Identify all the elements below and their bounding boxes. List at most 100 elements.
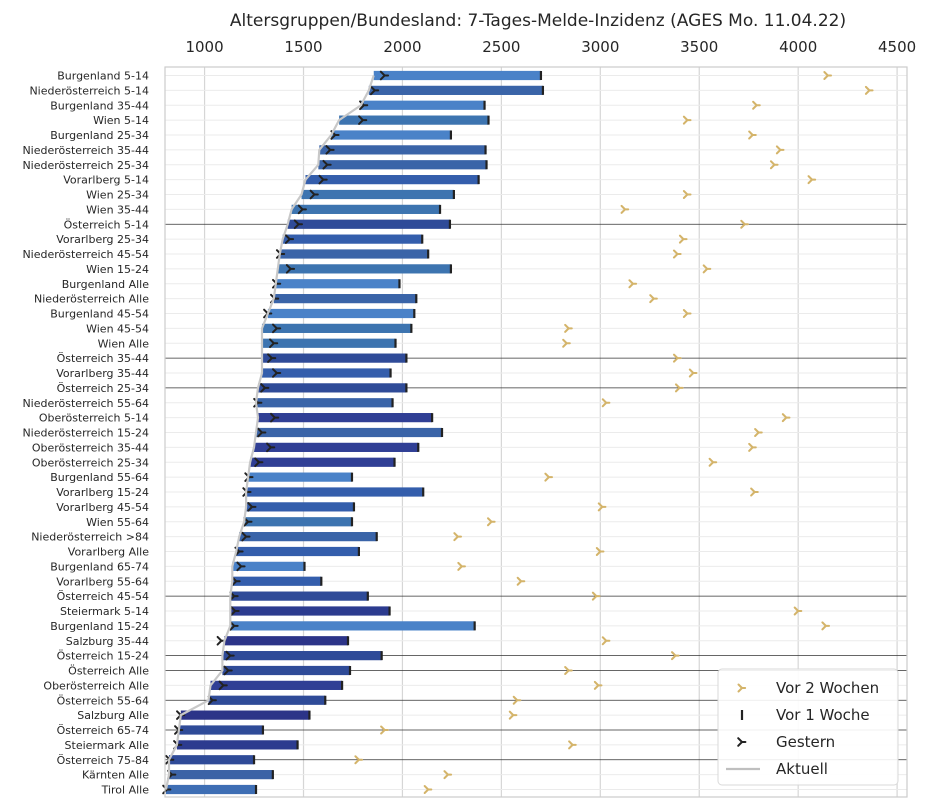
y-tick-label: Niederösterreich 5-14 (29, 84, 149, 97)
vor2-marker (793, 606, 803, 616)
legend-label: Vor 2 Wochen (776, 679, 879, 697)
bar (180, 710, 310, 720)
vor2-marker (508, 710, 518, 720)
bar (224, 636, 349, 646)
y-tick-label: Niederösterreich >84 (31, 531, 149, 544)
y-tick-label: Burgenland 45-54 (50, 308, 149, 321)
vor2-marker (672, 249, 682, 259)
y-tick-label: Niederösterreich 15-24 (22, 427, 149, 440)
bar (222, 651, 382, 661)
bar (210, 680, 343, 690)
vor2-marker (354, 755, 364, 765)
legend-box (717, 668, 899, 786)
vor2-marker (748, 442, 757, 452)
bar (282, 234, 423, 244)
vor2-marker (678, 234, 688, 244)
bar (236, 546, 359, 557)
y-tick-label: Oberösterreich 5-14 (39, 412, 149, 425)
y-tick-label: Steiermark 5-14 (60, 605, 149, 618)
y-tick-label: Österreich 55-64 (57, 694, 149, 707)
vor2-marker (821, 621, 831, 631)
y-tick-label: Oberösterreich 25-34 (32, 456, 149, 469)
gestern-marker (293, 219, 303, 230)
vor2-marker (807, 175, 817, 185)
vor2-marker (682, 190, 692, 199)
bar (256, 398, 393, 408)
vor2-marker (775, 145, 785, 155)
y-tick-label: Wien 35-44 (86, 203, 149, 216)
bar (230, 621, 475, 631)
y-tick-label: Wien 45-54 (86, 322, 149, 335)
gestern-marker (223, 665, 233, 676)
bar (230, 606, 390, 616)
vor2-marker (443, 770, 453, 780)
gestern-marker (254, 457, 264, 468)
y-tick-label: Wien 5-14 (93, 114, 149, 127)
gestern-marker (284, 234, 295, 244)
legend-symbol (737, 737, 747, 747)
bar (232, 576, 322, 586)
y-tick-label: Wien Alle (98, 337, 150, 350)
vor2-marker (591, 591, 601, 601)
vor2-marker (486, 517, 496, 527)
bar (168, 770, 273, 780)
vor2-marker (864, 85, 874, 95)
bar (339, 115, 489, 125)
bar (305, 175, 479, 185)
gestern-marker (369, 85, 380, 96)
y-tick-label: Vorarlberg Alle (68, 546, 149, 559)
vor2-marker (601, 398, 611, 408)
vor2-marker (823, 71, 833, 80)
bar (368, 85, 543, 95)
chart-title: Altersgruppen/Bundesland: 7-Tages-Melde-… (230, 11, 846, 31)
bar (176, 740, 298, 750)
y-tick-label: Burgenland Alle (62, 278, 149, 291)
bar (256, 427, 443, 438)
vor2-marker (672, 353, 682, 363)
bar (287, 219, 450, 229)
vor2-marker (564, 323, 573, 333)
vor2-marker (702, 264, 712, 274)
gestern-marker (297, 204, 307, 215)
y-tick-label: Burgenland 55-64 (50, 471, 149, 484)
vor2-marker (649, 294, 658, 304)
aktuell-series-line (164, 75, 375, 790)
y-tick-label: Tirol Alle (101, 784, 150, 797)
y-tick-label: Österreich 25-34 (57, 382, 149, 395)
vor2-marker (601, 636, 611, 646)
y-tick-label: Vorarlberg 55-64 (56, 575, 149, 588)
x-tick-label: 2000 (383, 38, 421, 56)
y-tick-label: Burgenland 25-34 (50, 129, 149, 142)
gestern-marker (269, 338, 279, 349)
bar (291, 204, 441, 214)
bar (261, 353, 407, 363)
bar (360, 100, 485, 110)
gestern-marker (230, 606, 240, 616)
y-tick-label: Niederösterreich Alle (34, 293, 149, 306)
bar (165, 784, 257, 795)
vor2-marker (453, 532, 462, 542)
y-tick-label: Steiermark Alle (65, 739, 150, 752)
y-tick-label: Vorarlberg 25-34 (56, 233, 149, 246)
bar (273, 294, 417, 304)
y-tick-label: Kärnten Alle (82, 769, 149, 782)
markers (162, 70, 874, 795)
bar (261, 323, 412, 333)
y-tick-label: Österreich Alle (68, 665, 149, 678)
bar (246, 487, 424, 497)
gestern-marker (318, 174, 328, 185)
vor2-marker (674, 383, 684, 393)
y-tick-label: Niederösterreich 45-54 (22, 248, 149, 261)
y-tick-label: Burgenland 5-14 (57, 70, 149, 83)
y-tick-label: Niederösterreich 55-64 (22, 397, 149, 410)
y-tick-label: Vorarlberg 5-14 (63, 174, 149, 187)
gestern-marker (358, 115, 368, 125)
vor2-marker (457, 561, 466, 571)
y-tick-label: Österreich 15-24 (57, 650, 149, 663)
legend-symbol (737, 683, 747, 693)
y-tick-label: Salzburg 35-44 (66, 635, 149, 648)
vor2-marker (597, 502, 607, 512)
bar (232, 561, 305, 571)
bar (261, 338, 396, 348)
